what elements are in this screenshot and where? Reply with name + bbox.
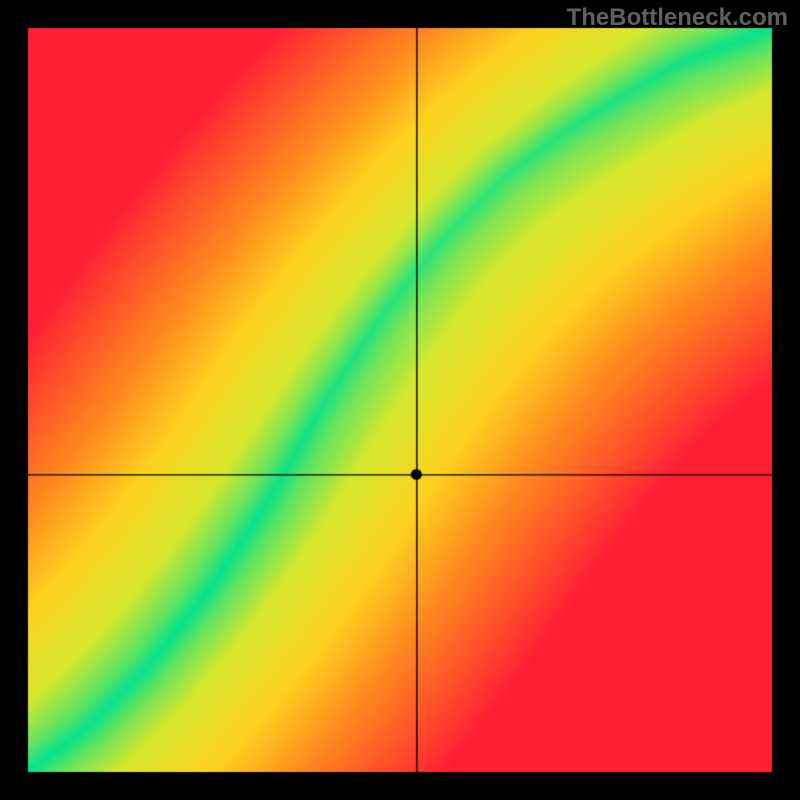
watermark-text: TheBottleneck.com [567,4,788,32]
figure-container: TheBottleneck.com [0,0,800,800]
heatmap-canvas [0,0,800,800]
